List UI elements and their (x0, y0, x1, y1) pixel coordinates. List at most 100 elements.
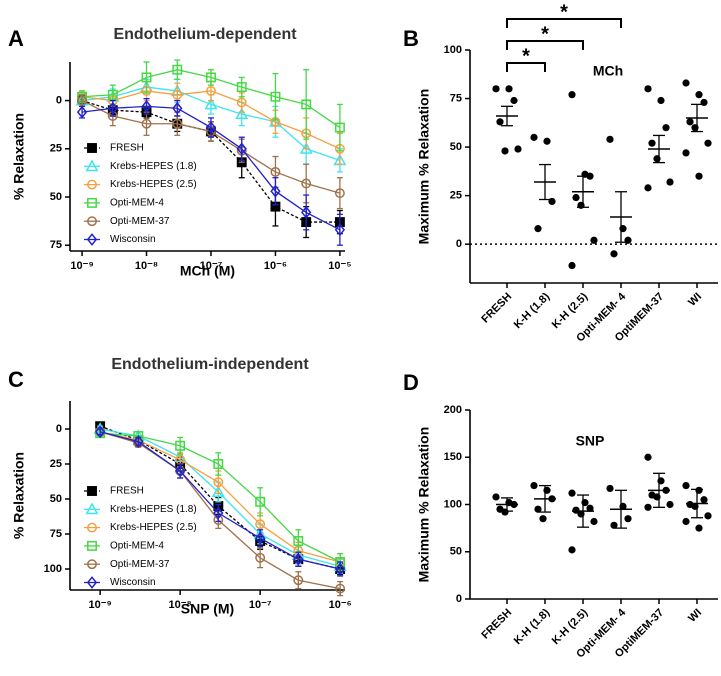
annotation: SNP (576, 433, 605, 449)
x-tick-label: 10⁻⁸ (169, 599, 192, 611)
data-point (590, 236, 598, 244)
x-tick-label: 10⁻⁶ (264, 260, 287, 272)
data-point (682, 517, 690, 526)
data-point (695, 524, 703, 532)
significance-label: * (560, 1, 568, 23)
panel-letter: C (8, 367, 24, 392)
x-tick-label: FRESH (479, 291, 514, 326)
y-tick-label: 0 (456, 593, 462, 605)
legend-marker (86, 233, 98, 246)
y-tick-label: 50 (450, 546, 462, 558)
data-point (657, 96, 665, 105)
y-axis-label: % Relaxation (11, 452, 27, 539)
legend-label: Krebs-HEPES (2.5) (110, 522, 197, 533)
marker (172, 89, 183, 100)
legend-label: Wisconsin (110, 577, 156, 588)
marker (213, 459, 224, 469)
data-point (648, 139, 656, 147)
y-tick-label: 25 (50, 458, 62, 470)
data-point (682, 149, 690, 157)
marker (211, 485, 225, 497)
y-tick-label: 150 (444, 451, 462, 463)
marker (270, 184, 281, 198)
y-tick-label: 75 (450, 92, 462, 104)
x-tick-label: 10⁻⁸ (135, 260, 158, 272)
marker (213, 477, 224, 488)
x-tick-label: 10⁻⁷ (200, 260, 223, 272)
legend-marker (87, 540, 97, 551)
marker (77, 95, 88, 106)
y-tick-label: 0 (456, 238, 462, 250)
panel-title: Endothelium-independent (111, 356, 309, 373)
data-point (704, 512, 712, 520)
marker (270, 91, 281, 102)
legend-label: Krebs-HEPES (1.8) (110, 161, 197, 172)
y-tick-label: 100 (444, 44, 462, 56)
y-tick-label: 0 (56, 423, 62, 435)
data-point (568, 489, 576, 497)
marker (172, 64, 183, 75)
marker (293, 575, 304, 586)
legend-marker (87, 559, 97, 570)
y-tick-label: 75 (50, 528, 62, 540)
legend-marker (87, 486, 97, 496)
legend-label: Krebs-HEPES (2.5) (110, 179, 197, 190)
y-tick-label: 25 (50, 143, 62, 155)
marker (141, 118, 152, 129)
marker (255, 552, 266, 563)
data-point (590, 517, 598, 526)
legend-marker (87, 522, 97, 533)
data-point (606, 135, 614, 143)
data-point (644, 85, 652, 93)
legend-label: FRESH (110, 143, 144, 154)
marker (293, 552, 304, 566)
marker (236, 82, 247, 93)
legend-marker (87, 179, 97, 190)
x-tick-label: K-H (1.8) (512, 606, 553, 647)
series-line (81, 99, 340, 223)
data-point (539, 515, 547, 523)
marker (334, 562, 346, 576)
data-point (501, 147, 509, 155)
marker (204, 97, 218, 110)
legend-label: Krebs-HEPES (1.8) (110, 504, 197, 515)
marker (76, 105, 88, 119)
x-tick-label: WI (686, 291, 704, 309)
legend-marker (87, 143, 97, 153)
marker (334, 223, 346, 237)
marker (175, 440, 186, 451)
y-tick-label: 200 (444, 404, 462, 416)
data-point (510, 96, 518, 105)
marker (107, 89, 118, 100)
data-point (704, 139, 712, 147)
y-axis-label: Maximum % Relaxation (416, 427, 432, 583)
legend-label: Opti-MEM-4 (110, 198, 164, 209)
panel-letter: B (403, 26, 419, 51)
y-tick-label: 50 (50, 493, 62, 505)
legend-marker (87, 197, 97, 208)
legend-marker (87, 216, 97, 227)
data-point (682, 482, 690, 490)
marker (335, 583, 346, 594)
x-axis-label: MCh (M) (180, 263, 235, 279)
legend-label: FRESH (110, 486, 144, 497)
data-point (686, 118, 694, 126)
data-point (606, 484, 614, 493)
data-point (644, 503, 652, 511)
data-point (682, 79, 690, 87)
legend-label: Opti-MEM-37 (110, 216, 170, 227)
panel-title: Endothelium-dependent (113, 26, 297, 43)
y-tick-label: 100 (444, 498, 462, 510)
y-axis-label: % Relaxation (11, 113, 27, 200)
significance-bracket (506, 62, 546, 72)
data-point (610, 521, 618, 529)
marker (255, 519, 266, 530)
data-point (568, 261, 576, 270)
y-tick-label: 50 (450, 141, 462, 153)
panel-letter: A (8, 26, 24, 51)
significance-label: * (522, 45, 530, 67)
marker (206, 85, 216, 96)
y-tick-label: 75 (50, 239, 62, 251)
significance-label: * (541, 23, 549, 45)
